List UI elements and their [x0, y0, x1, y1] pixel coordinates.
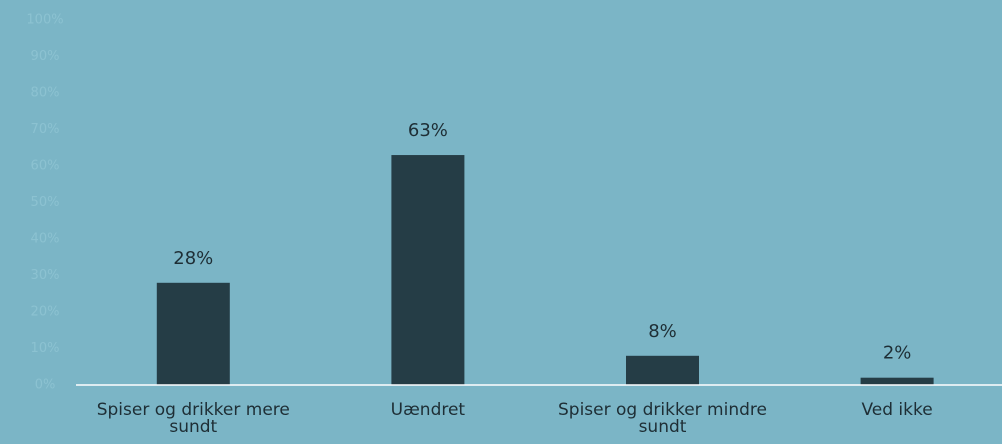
value-label: 28%: [173, 248, 213, 269]
y-tick-label: 40%: [31, 232, 60, 247]
y-tick-label: 100%: [26, 13, 63, 28]
y-tick-label: 80%: [31, 86, 60, 101]
y-tick-label: 60%: [31, 159, 60, 174]
y-tick-label: 30%: [31, 268, 60, 283]
y-tick-label: 10%: [31, 341, 60, 356]
bar: [391, 155, 465, 385]
bar: [860, 377, 934, 385]
value-label: 63%: [408, 120, 448, 141]
x-tick-label: Spiser og drikker mindre sundt: [558, 400, 767, 437]
bar: [156, 282, 230, 385]
x-tick-label: Uændret: [390, 400, 466, 420]
value-label: 8%: [648, 321, 677, 342]
y-tick-label: 90%: [31, 49, 60, 64]
x-tick-label: Ved ikke: [861, 400, 933, 420]
y-tick-label: 0%: [35, 378, 56, 393]
value-label: 2%: [883, 343, 912, 364]
y-tick-label: 50%: [31, 195, 60, 210]
bar: [626, 355, 699, 385]
y-tick-label: 20%: [31, 305, 60, 320]
x-tick-label: Spiser og drikker mere sundt: [96, 400, 290, 437]
y-tick-label: 70%: [31, 122, 60, 137]
